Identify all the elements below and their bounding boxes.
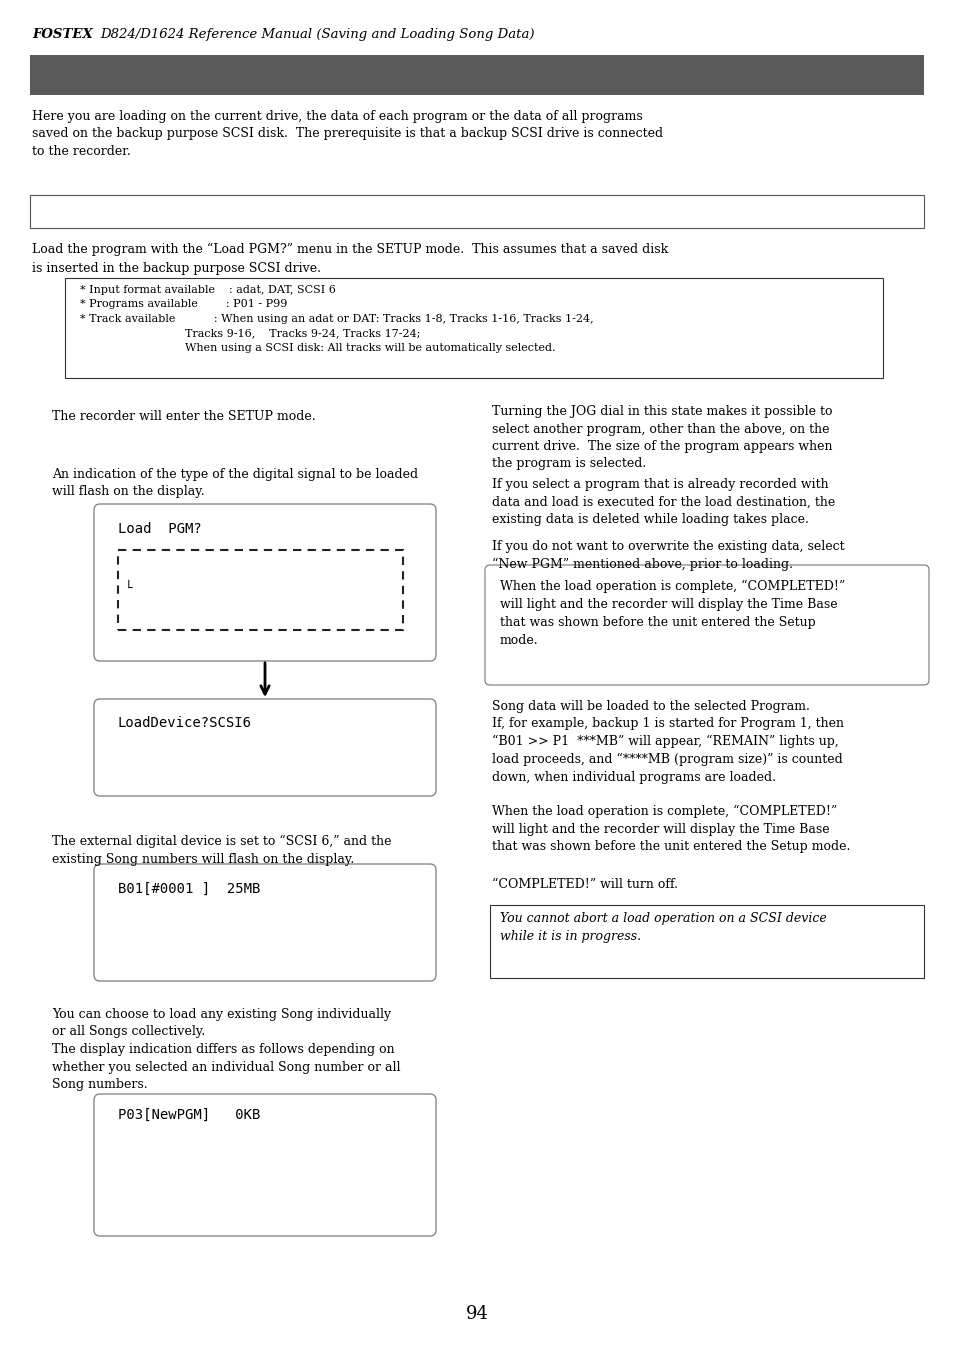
Text: LoadDevice?SCSI6: LoadDevice?SCSI6 bbox=[118, 716, 252, 730]
Text: is inserted in the backup purpose SCSI drive.: is inserted in the backup purpose SCSI d… bbox=[32, 262, 320, 276]
Text: You cannot abort a load operation on a SCSI device
while it is in progress.: You cannot abort a load operation on a S… bbox=[499, 912, 826, 943]
Text: Load  PGM?: Load PGM? bbox=[118, 521, 201, 536]
Text: You can choose to load any existing Song individually
or all Songs collectively.: You can choose to load any existing Song… bbox=[52, 1008, 400, 1092]
Bar bbox=[490, 905, 923, 978]
Text: └: └ bbox=[125, 582, 132, 594]
Text: When the load operation is complete, “COMPLETED!”
will light and the recorder wi: When the load operation is complete, “CO… bbox=[492, 805, 849, 854]
Text: Song data will be loaded to the selected Program.
If, for example, backup 1 is s: Song data will be loaded to the selected… bbox=[492, 700, 843, 784]
FancyBboxPatch shape bbox=[484, 565, 928, 685]
Text: Load the program with the “Load PGM?” menu in the SETUP mode.  This assumes that: Load the program with the “Load PGM?” me… bbox=[32, 243, 667, 257]
Bar bbox=[118, 550, 402, 630]
FancyBboxPatch shape bbox=[94, 865, 436, 981]
Text: An indication of the type of the digital signal to be loaded
will flash on the d: An indication of the type of the digital… bbox=[52, 467, 417, 499]
Text: If you do not want to overwrite the existing data, select
“New PGM” mentioned ab: If you do not want to overwrite the exis… bbox=[492, 540, 843, 571]
Bar bbox=[30, 55, 923, 95]
Bar bbox=[30, 195, 923, 228]
Text: When the load operation is complete, “COMPLETED!”
will light and the recorder wi: When the load operation is complete, “CO… bbox=[499, 580, 844, 647]
Text: Turning the JOG dial in this state makes it possible to
select another program, : Turning the JOG dial in this state makes… bbox=[492, 405, 832, 470]
Text: B01[#0001 ]  25MB: B01[#0001 ] 25MB bbox=[118, 882, 260, 896]
Text: If you select a program that is already recorded with
data and load is executed : If you select a program that is already … bbox=[492, 478, 835, 526]
FancyBboxPatch shape bbox=[94, 1094, 436, 1236]
Text: The recorder will enter the SETUP mode.: The recorder will enter the SETUP mode. bbox=[52, 409, 315, 423]
Text: Here you are loading on the current drive, the data of each program or the data : Here you are loading on the current driv… bbox=[32, 109, 662, 158]
Text: P03[NewPGM]   0KB: P03[NewPGM] 0KB bbox=[118, 1108, 260, 1121]
Text: FOSTEX: FOSTEX bbox=[32, 28, 92, 41]
Text: The external digital device is set to “SCSI 6,” and the
existing Song numbers wi: The external digital device is set to “S… bbox=[52, 835, 391, 866]
Text: “COMPLETED!” will turn off.: “COMPLETED!” will turn off. bbox=[492, 878, 678, 892]
Text: D824/D1624 Reference Manual (Saving and Loading Song Data): D824/D1624 Reference Manual (Saving and … bbox=[100, 28, 534, 41]
FancyBboxPatch shape bbox=[94, 698, 436, 796]
Text: 94: 94 bbox=[465, 1305, 488, 1323]
FancyBboxPatch shape bbox=[94, 504, 436, 661]
Bar bbox=[65, 278, 882, 378]
Text: * Input format available    : adat, DAT, SCSI 6
* Programs available        : P0: * Input format available : adat, DAT, SC… bbox=[80, 285, 593, 353]
